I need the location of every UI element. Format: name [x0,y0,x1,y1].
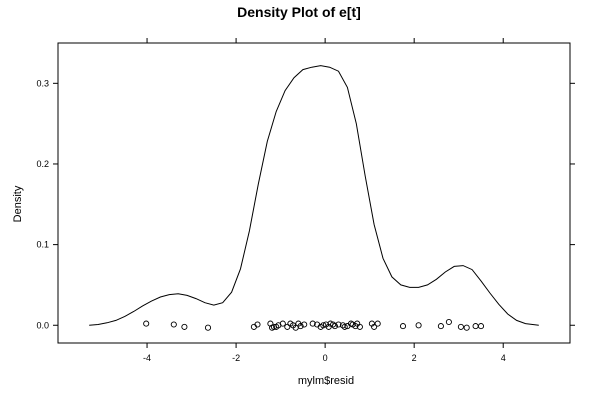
rug-point [181,323,188,330]
rug-point [335,321,342,328]
rug-point [339,322,346,329]
y-tick-label: 0.2 [36,159,49,169]
x-tick-label: -4 [143,353,151,363]
rug-point [445,318,452,326]
rug-point [356,323,363,330]
x-tick-label: 4 [501,353,506,363]
x-tick-label: 0 [323,353,328,363]
rug-point [331,323,338,330]
y-axis-ticks: 0.0 0.1 0.2 0.3 [36,78,575,330]
y-tick-label: 0.3 [36,78,49,88]
rug-point [320,322,327,329]
x-axis-label: mylm$resid [298,375,354,387]
y-tick-label: 0.1 [36,240,49,250]
plot-frame [57,42,571,344]
rug-point [341,323,348,330]
rug-point [170,321,177,328]
y-axis-label: Density [12,185,24,222]
x-tick-label: -2 [232,353,240,363]
rug-point [284,323,291,330]
rug-point [415,322,422,329]
rug-point [309,320,316,327]
y-tick-label: 0.0 [36,320,49,330]
rug-point [267,320,274,327]
x-axis-ticks: -4 -2 0 2 4 [143,38,506,363]
chart-title: Density Plot of e[t] [237,4,361,20]
rug-point [327,320,334,327]
rug-point [437,323,444,330]
rug-point [301,321,308,328]
rug-point [463,324,470,331]
rug-point [472,323,479,330]
density-curve [89,65,539,326]
rug-point [143,320,150,327]
rug-point [374,320,381,327]
rug-point [297,323,304,330]
rug-point [457,323,464,330]
rug-point [254,321,261,328]
rug-point [204,324,212,331]
x-tick-label: 2 [412,353,417,363]
rug-point [279,320,286,327]
rug-point [477,323,485,330]
rug-point [371,323,378,330]
rug-point [399,323,407,330]
rug-points [143,318,485,331]
